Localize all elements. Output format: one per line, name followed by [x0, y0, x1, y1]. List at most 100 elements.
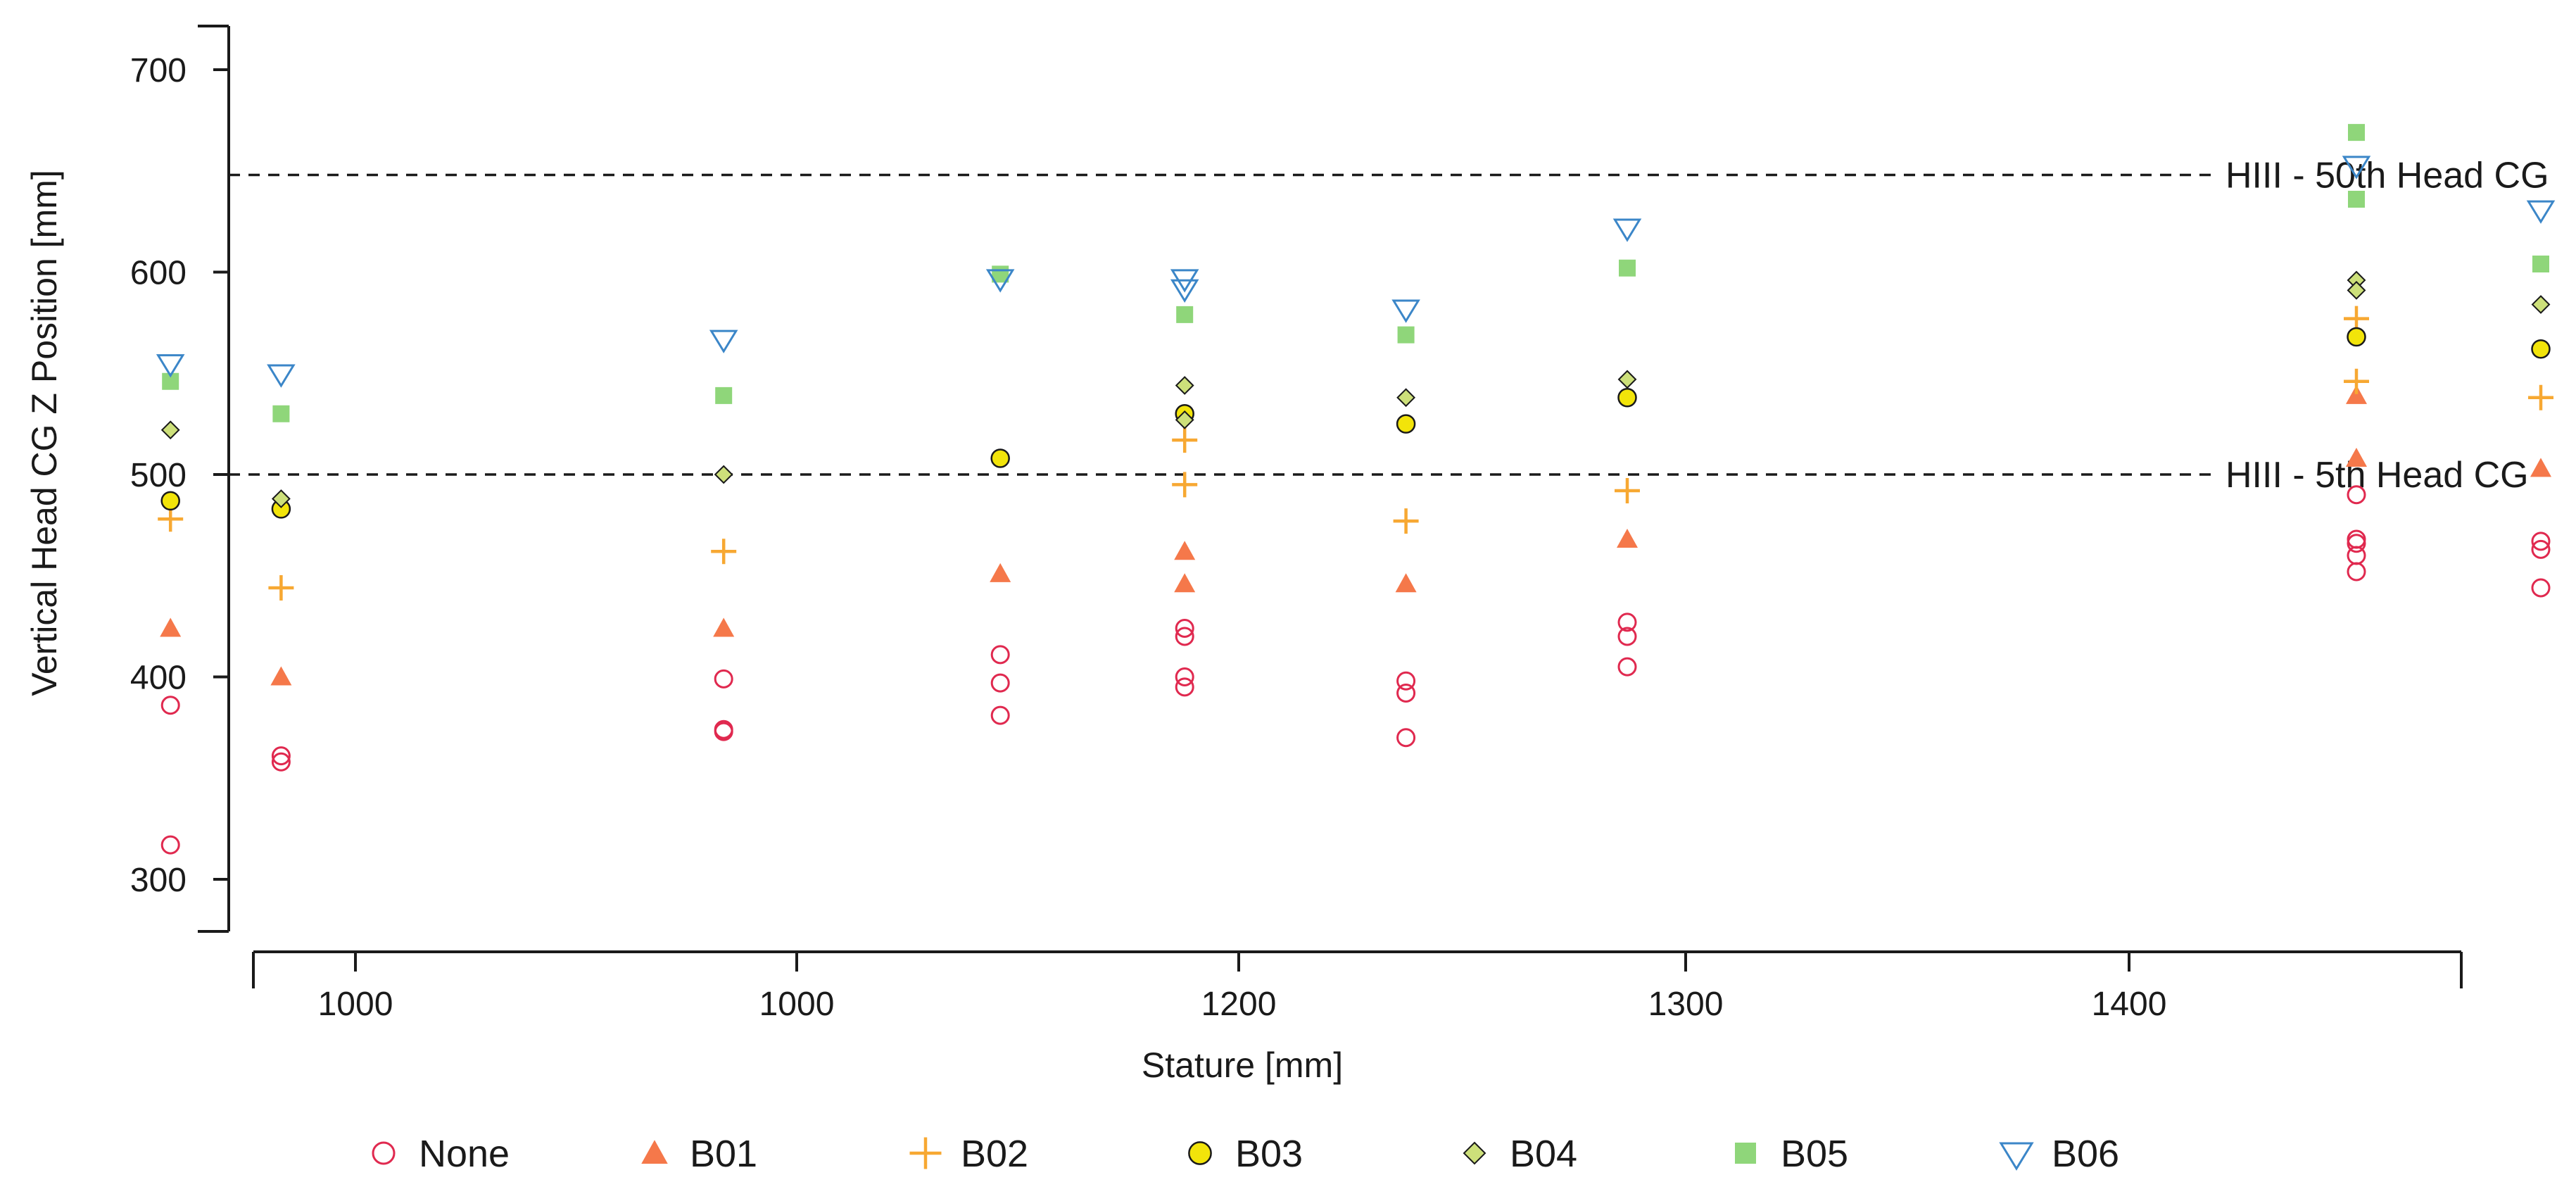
series-b03: [160, 327, 2551, 519]
data-point: [1617, 657, 1637, 677]
data-point: [2347, 327, 2366, 347]
data-point: [1391, 299, 1420, 323]
data-point: [1396, 684, 1416, 703]
x-tick-label: 1000: [318, 986, 393, 1023]
data-point: [714, 722, 733, 741]
data-point: [1175, 376, 1194, 395]
data-point: [2531, 578, 2551, 598]
data-point: [2347, 534, 2366, 553]
data-point: [2528, 384, 2553, 410]
data-point: [2526, 200, 2556, 224]
data-point: [985, 269, 1015, 293]
data-point: [990, 563, 1011, 582]
data-point: [160, 696, 180, 715]
data-point: [1615, 478, 1640, 503]
legend-label: B04: [1510, 1133, 1577, 1175]
reference-line-label: HIII - 5th Head CG: [2225, 455, 2529, 496]
data-point: [160, 835, 180, 855]
data-point: [1397, 326, 1415, 344]
data-point: [2532, 256, 2549, 272]
data-point: [1175, 410, 1194, 429]
reference-lines: HIII - 50th Head CG HIII - 5th Head CG: [229, 156, 2549, 496]
data-point: [1619, 259, 1636, 277]
data-point: [2531, 339, 2551, 359]
data-point: [990, 448, 1010, 468]
series-b05: [162, 124, 2549, 422]
data-point: [1172, 472, 1198, 498]
legend-marker: [909, 1137, 942, 1169]
data-point: [2347, 562, 2366, 582]
legend: None B01 B02 B03 B04 B05 B06: [372, 1133, 2119, 1175]
data-point: [2348, 124, 2365, 142]
legend-marker: [1999, 1142, 2034, 1171]
data-point: [1175, 627, 1194, 646]
data-point: [160, 420, 180, 440]
x-tick-label: 1200: [1201, 986, 1277, 1023]
data-point: [709, 329, 738, 353]
data-point: [715, 387, 733, 404]
legend-item-b03: B03: [1188, 1133, 1303, 1175]
data-point: [2347, 485, 2366, 505]
y-tick-label: 700: [130, 52, 187, 89]
data-point: [1175, 667, 1194, 686]
data-point: [2344, 368, 2369, 394]
data-point: [2530, 458, 2551, 477]
legend-label: B03: [1235, 1133, 1303, 1175]
legend-marker: [1463, 1141, 1486, 1165]
data-point: [2346, 384, 2367, 404]
x-tick-label: 1300: [1648, 986, 1724, 1023]
legend-item-b04: B04: [1463, 1133, 1577, 1175]
data-point: [158, 506, 184, 532]
series-b02: [158, 306, 2553, 601]
data-point: [711, 539, 737, 565]
data-point: [1175, 619, 1194, 638]
data-point: [1617, 370, 1637, 389]
data-point: [990, 705, 1010, 725]
legend-item-none: None: [372, 1133, 510, 1175]
data-point: [271, 489, 291, 508]
legend-item-b05: B05: [1735, 1133, 1848, 1175]
data-point: [1395, 573, 1417, 593]
legend-label: B06: [2052, 1133, 2119, 1175]
data-point: [714, 669, 733, 689]
data-point: [1396, 388, 1416, 408]
legend-label: B01: [690, 1133, 757, 1175]
data-point: [1396, 728, 1416, 748]
data-point: [272, 405, 290, 422]
series-b01: [160, 384, 2551, 686]
legend-marker: [1735, 1143, 1756, 1164]
data-point: [270, 666, 292, 686]
legend-label: B02: [961, 1133, 1028, 1175]
x-axis-title: Stature [mm]: [1142, 1045, 1343, 1085]
data-point: [267, 364, 296, 388]
data-point: [2531, 532, 2551, 551]
data-point: [160, 617, 182, 637]
data-point: [2346, 448, 2367, 467]
legend-item-b02: B02: [909, 1133, 1028, 1175]
data-point: [1617, 388, 1637, 408]
data-point: [2344, 306, 2369, 332]
data-point: [1170, 279, 1199, 303]
data-point: [156, 354, 185, 378]
reference-line-label: HIII - 50th Head CG: [2225, 156, 2549, 196]
data-point: [1175, 677, 1194, 697]
legend-label: B05: [1781, 1133, 1848, 1175]
y-tick-label: 500: [130, 457, 187, 494]
data-point: [990, 673, 1010, 693]
data-point: [2347, 529, 2366, 549]
data-point: [160, 491, 180, 511]
x-tick-label: 1000: [759, 986, 835, 1023]
data-point: [2347, 280, 2366, 300]
data-point: [1174, 541, 1196, 560]
data-point: [1393, 508, 1419, 534]
series-b04: [160, 270, 2551, 508]
legend-marker: [641, 1140, 668, 1164]
data-point: [2531, 539, 2551, 559]
data-point: [268, 575, 294, 601]
data-point: [271, 752, 291, 772]
data-point: [1617, 529, 1638, 548]
series-b06: [156, 156, 2556, 388]
data-point: [2348, 191, 2365, 208]
data-points: [156, 124, 2556, 855]
